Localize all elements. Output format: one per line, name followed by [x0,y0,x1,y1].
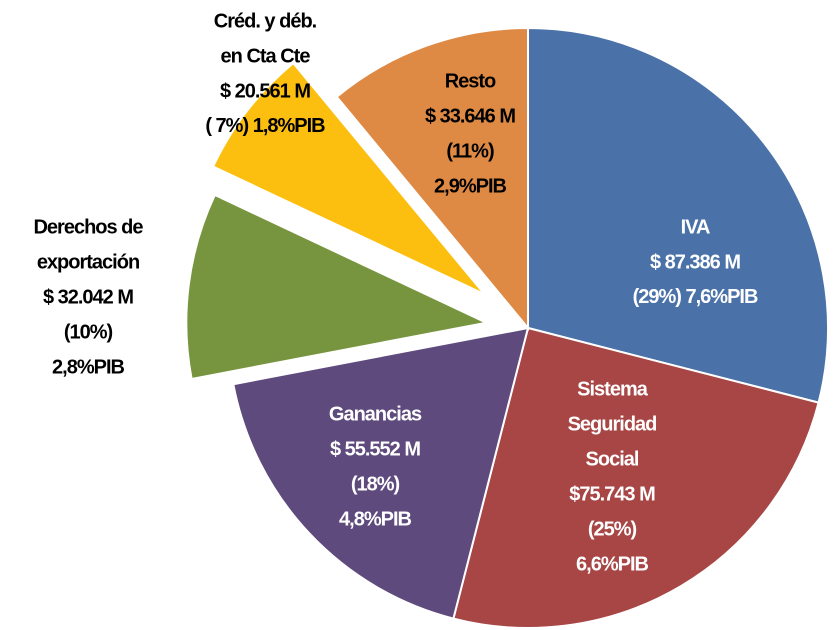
pie-slice [211,61,486,296]
slice-label-name: IVA [681,216,710,238]
pie-slice [452,326,820,629]
slice-label-pib: 1,8%PIB [253,115,325,137]
slice-label-amount: $ 20.561 M [220,80,310,102]
pie-slice [232,326,530,620]
slice-label-amount: $ 55.552 M [330,438,420,460]
slice-label-name: Sistema [577,378,649,400]
slice-label-pib: 7,6%PIB [685,286,757,308]
slice-label-name: Social [586,448,639,470]
slice-label-amount: $75.743 M [569,483,655,505]
slice-label-amount: $ 33.646 M [425,105,515,127]
slice-label-percent: (11%) [446,140,494,162]
slice-label-percent: (18%) [351,473,400,495]
slice-label-amount: $ 32.042 M [43,286,133,308]
slice-label-pib: 2,8%PIB [52,356,124,378]
slice-label-name: en Cta Cte [221,45,311,67]
slice-label-name: Créd. y déb. [214,10,317,32]
slice-label-percent: ( 7%) [205,115,248,137]
slice-label-name: Derechos de [33,216,143,238]
slice-label-percent: (25%) [588,518,637,540]
slice-label-pib: 6,6%PIB [576,553,648,575]
slice-label-name: Seguridad [568,413,657,435]
slice-label-pib: 2,9%PIB [434,175,506,197]
slice-label-name: Resto [445,70,496,92]
slice-label-percent: (29%) [633,286,682,308]
slice-label-name: exportación [37,251,139,273]
slice-label-share: (29%) 7,6%PIB [633,286,758,308]
pie-slice [527,26,829,404]
slice-label-pib: 4,8%PIB [339,508,411,530]
slice-label-amount: $ 87.386 M [650,251,740,273]
slice-label-share: ( 7%) 1,8%PIB [205,115,325,137]
slice-label-percent: (10%) [64,321,113,343]
pie-slice [185,193,490,381]
slice-label-name: Ganancias [329,403,422,425]
pie-slice [335,26,529,331]
